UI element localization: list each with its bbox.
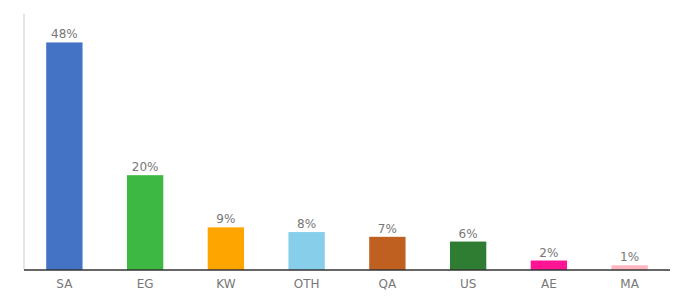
x-tick-label: KW <box>216 277 235 291</box>
bar <box>531 261 567 270</box>
x-tick-label: EG <box>137 277 154 291</box>
x-tick-label: AE <box>541 277 557 291</box>
bar <box>288 232 324 270</box>
x-tick-label: OTH <box>294 277 320 291</box>
data-label: 6% <box>459 227 478 241</box>
data-label: 20% <box>132 160 159 174</box>
bars <box>46 42 648 270</box>
data-label: 7% <box>378 222 397 236</box>
data-label: 9% <box>216 212 235 226</box>
data-label: 2% <box>539 246 558 260</box>
bar <box>46 42 82 270</box>
bar <box>450 242 486 270</box>
x-tick-label: US <box>460 277 476 291</box>
chart-container: 48% 20% 9% 8% 7% 6% 2% 1% SA EG KW OTH QA US AE MA <box>0 0 680 300</box>
data-label: 1% <box>620 250 639 264</box>
x-tick-label: SA <box>56 277 73 291</box>
data-label: 48% <box>51 27 78 41</box>
bar <box>208 227 244 270</box>
bar <box>127 175 163 270</box>
y-axis-line <box>24 14 25 270</box>
chart-svg: 48% 20% 9% 8% 7% 6% 2% 1% SA EG KW OTH QA US AE MA <box>0 0 680 300</box>
data-label: 8% <box>297 217 316 231</box>
bar <box>369 237 405 270</box>
x-tick-label: MA <box>620 277 639 291</box>
x-tick-label: QA <box>379 277 397 291</box>
x-axis-line <box>24 269 670 271</box>
